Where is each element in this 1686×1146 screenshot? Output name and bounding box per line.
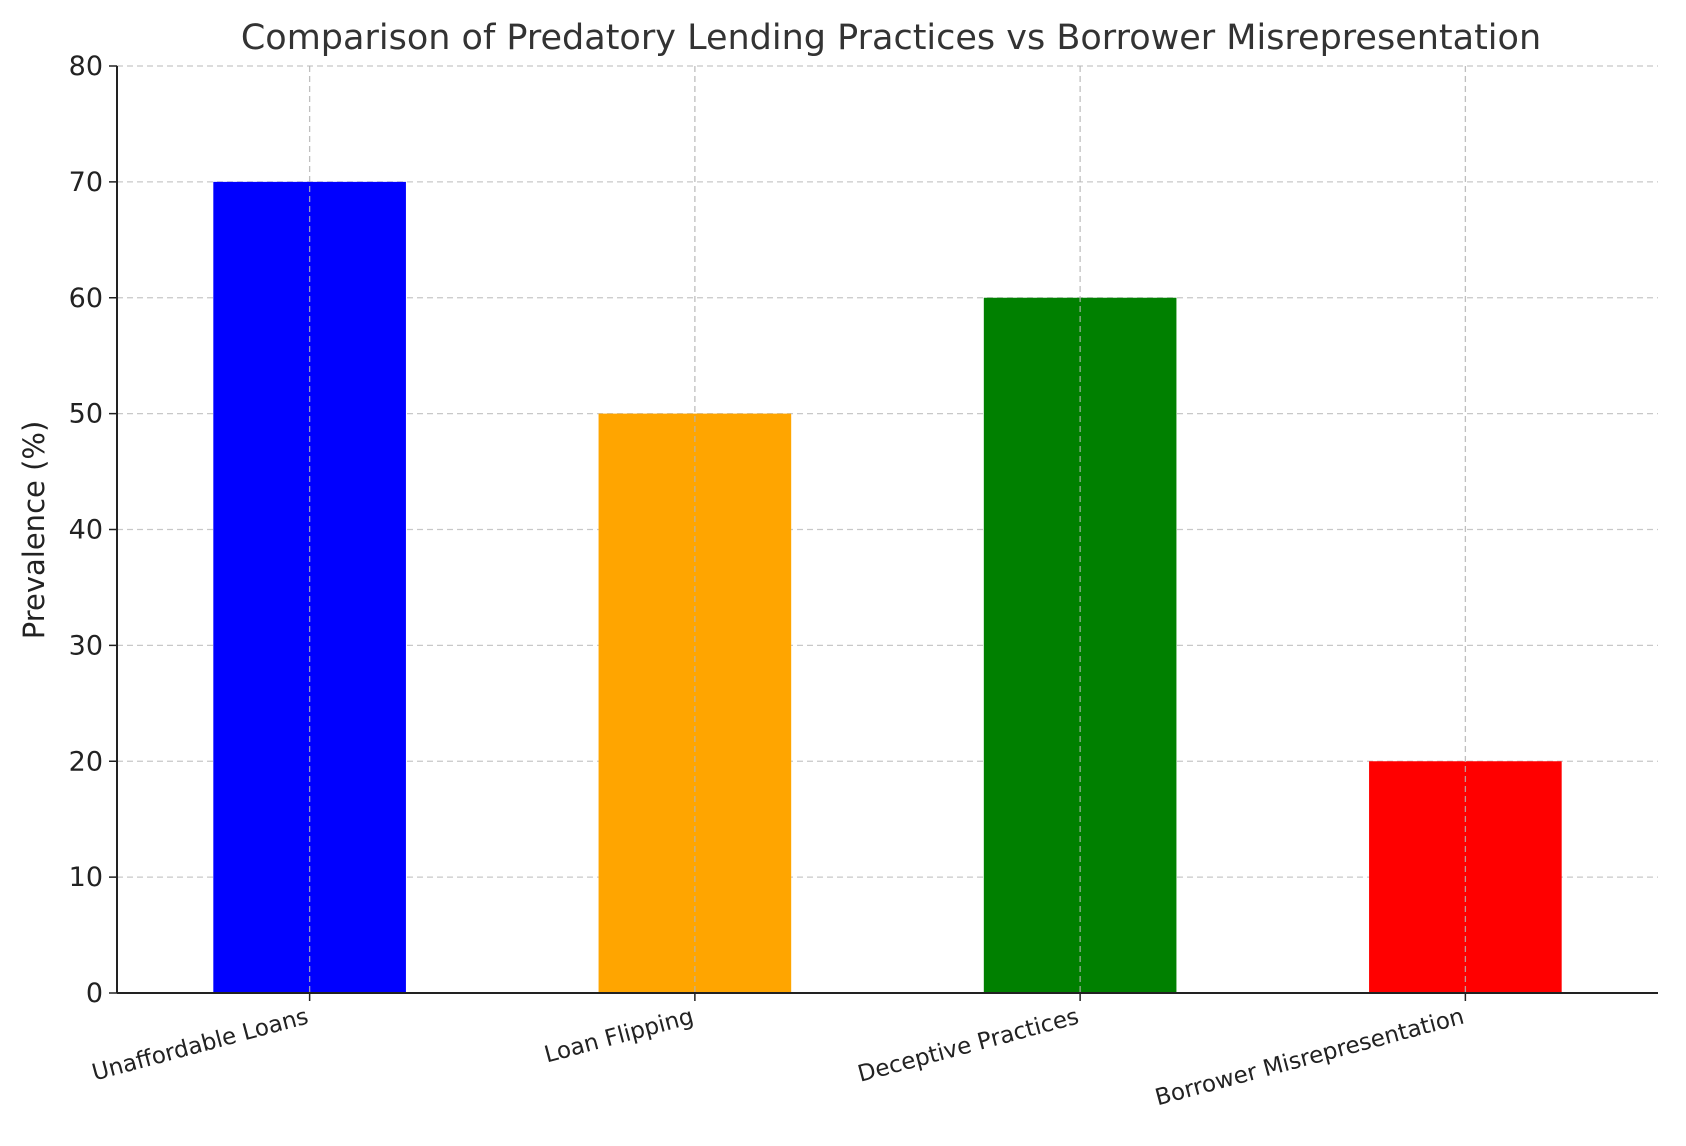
y-tick-label: 20 xyxy=(69,746,103,777)
y-tick-label: 60 xyxy=(69,283,103,314)
y-tick-label: 40 xyxy=(69,515,103,546)
x-ticks: Unaffordable Loans Loan Flipping Deceptive… xyxy=(89,993,1467,1111)
y-tick-label: 80 xyxy=(69,51,103,82)
y-tick-label: 0 xyxy=(86,978,103,1009)
y-tick-label: 10 xyxy=(69,862,103,893)
x-tick-label: Borrower Misrepresentation xyxy=(1152,1004,1466,1112)
y-tick-label: 30 xyxy=(69,630,103,661)
y-tick-label: 50 xyxy=(69,399,103,430)
y-ticks: 0 10 20 30 40 50 60 70 80 xyxy=(69,51,117,1009)
x-tick-label: Deceptive Practices xyxy=(855,1004,1082,1088)
chart-title: Comparison of Predatory Lending Practice… xyxy=(241,18,1541,58)
bars xyxy=(213,181,1562,993)
x-tick-label: Unaffordable Loans xyxy=(89,1004,311,1087)
x-tick-label: Loan Flipping xyxy=(542,1004,697,1069)
y-axis-label: Prevalence (%) xyxy=(17,421,51,640)
y-tick-label: 70 xyxy=(69,167,103,198)
vertical-grid-lines xyxy=(308,66,1467,993)
